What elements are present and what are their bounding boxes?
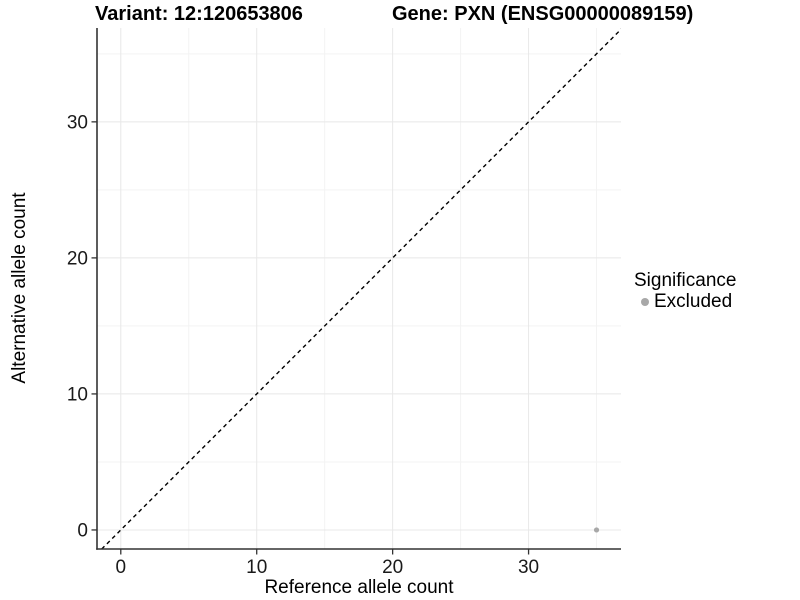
- x-tick-label: 0: [115, 557, 126, 578]
- identity-reference-line: [100, 28, 621, 549]
- data-point-excluded: [593, 527, 600, 533]
- x-tick-label: 20: [382, 557, 403, 578]
- legend: Significance Excluded: [634, 270, 736, 312]
- legend-title: Significance: [634, 270, 737, 291]
- x-tick-label: 30: [518, 557, 539, 578]
- plot-title-gene: Gene: PXN (ENSG00000089159): [392, 3, 694, 25]
- legend-item-label: Excluded: [654, 291, 733, 312]
- y-tick-label: 0: [77, 520, 88, 541]
- y-axis-title: Alternative allele count: [9, 192, 30, 384]
- y-tick-label: 20: [67, 248, 88, 269]
- y-tick-label: 10: [67, 384, 88, 405]
- x-tick-label: 10: [246, 557, 267, 578]
- legend-point-icon: [641, 298, 649, 306]
- y-tick-label: 30: [67, 112, 88, 133]
- plot-title-variant: Variant: 12:120653806: [95, 3, 303, 25]
- legend-item-excluded: Excluded: [634, 292, 736, 312]
- x-axis-title: Reference allele count: [264, 577, 454, 598]
